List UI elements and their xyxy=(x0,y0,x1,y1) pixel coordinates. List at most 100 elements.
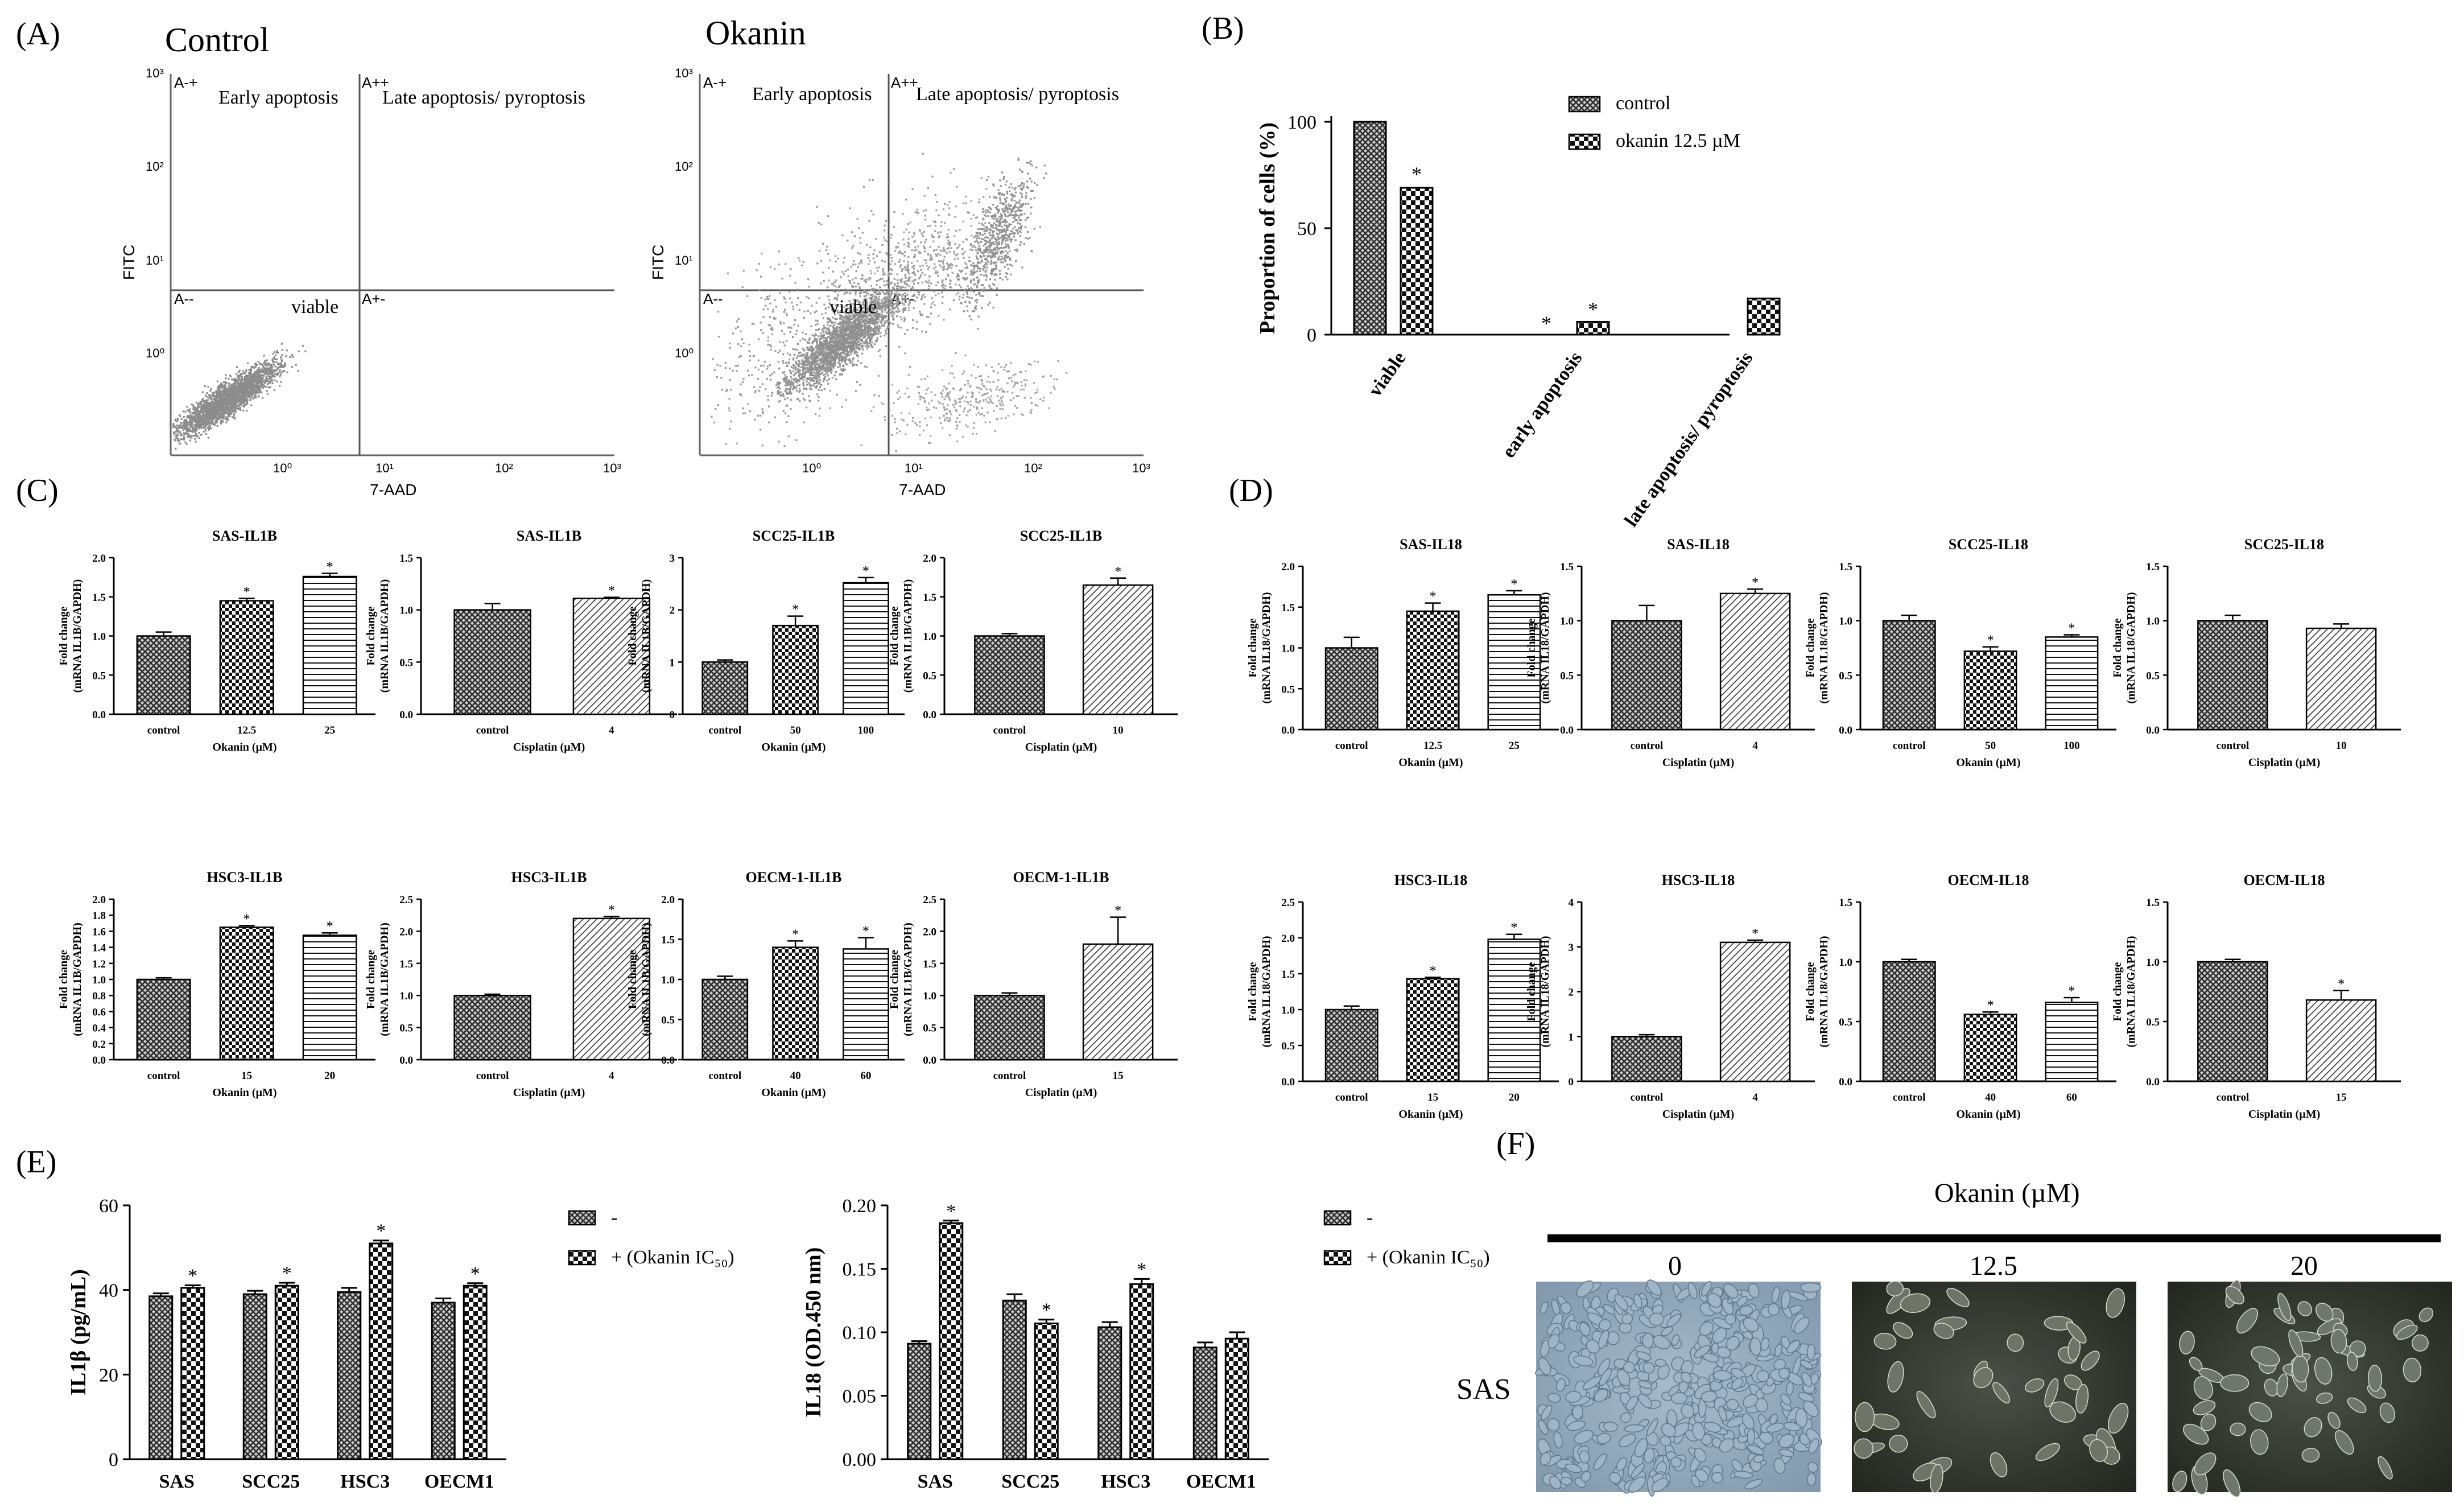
flow-event xyxy=(798,384,800,386)
flow-event xyxy=(846,364,849,366)
flow-event xyxy=(815,378,818,381)
flow-event xyxy=(190,425,193,427)
flow-event xyxy=(868,325,870,327)
flow-event xyxy=(220,393,222,396)
flow-event xyxy=(267,386,270,389)
flow-event xyxy=(802,382,804,385)
flow-event xyxy=(211,421,213,423)
flow-event xyxy=(777,390,779,393)
flow-event xyxy=(250,393,252,396)
flow-event xyxy=(798,388,800,390)
flow-event xyxy=(273,371,275,373)
flow-event xyxy=(207,405,209,407)
flow-event xyxy=(808,342,810,344)
flow-event xyxy=(864,341,867,344)
flow-event xyxy=(811,360,814,362)
flow-event xyxy=(826,365,828,368)
flow-event xyxy=(748,343,750,346)
flow-event xyxy=(238,403,240,406)
flow-event xyxy=(820,335,822,337)
flow-event xyxy=(282,370,284,372)
flow-event xyxy=(875,317,877,319)
y-tick: 10⁰ xyxy=(146,346,164,360)
flow-event xyxy=(185,422,187,425)
flow-event xyxy=(839,323,841,325)
flow-event xyxy=(805,333,807,335)
flow-event xyxy=(201,418,203,421)
flow-event xyxy=(855,315,857,317)
flow-event xyxy=(806,352,808,355)
flow-event xyxy=(187,409,189,411)
flow-event xyxy=(250,382,253,385)
flow-event xyxy=(853,322,855,324)
flow-event xyxy=(769,364,771,367)
flow-event xyxy=(888,293,890,295)
flow-event xyxy=(249,396,251,398)
flow-event xyxy=(838,357,841,359)
flow-event xyxy=(822,336,824,339)
flow-event xyxy=(888,311,890,314)
flow-event xyxy=(889,322,892,324)
flow-event xyxy=(189,419,191,421)
flow-event xyxy=(829,353,832,356)
flow-event xyxy=(844,316,846,319)
flow-event xyxy=(794,373,796,375)
flow-event xyxy=(181,427,184,429)
flow-event xyxy=(861,340,863,342)
flow-event xyxy=(257,360,259,363)
flow-event xyxy=(832,332,835,335)
flow-event xyxy=(848,354,851,357)
flow-event xyxy=(909,301,911,303)
flow-event xyxy=(841,341,843,344)
flow-event xyxy=(871,310,873,312)
flow-event xyxy=(808,364,811,367)
flow-event xyxy=(789,383,791,385)
flow-event xyxy=(804,376,806,378)
flow-event xyxy=(215,402,217,404)
flow-event xyxy=(211,402,213,404)
flow-event xyxy=(280,358,283,360)
flow-event xyxy=(893,304,895,306)
flow-event xyxy=(275,354,277,356)
flow-event xyxy=(191,403,193,406)
flow-event xyxy=(241,373,243,375)
flow-event xyxy=(822,380,824,382)
flow-event xyxy=(229,406,232,408)
flow-event xyxy=(847,328,849,330)
flow-event xyxy=(831,369,833,372)
flow-event xyxy=(802,362,804,364)
flow-event xyxy=(879,286,881,289)
flow-event xyxy=(220,422,222,425)
flow-event xyxy=(234,392,236,394)
flow-event xyxy=(857,331,859,333)
flow-event xyxy=(789,353,791,356)
flow-event xyxy=(939,249,942,252)
flow-event xyxy=(252,384,254,386)
flow-event xyxy=(271,379,274,381)
flow-event xyxy=(840,359,842,361)
flow-event xyxy=(831,345,833,348)
flow-event xyxy=(760,414,762,417)
flow-event xyxy=(786,388,789,390)
flow-event xyxy=(225,389,228,392)
flow-event xyxy=(242,384,245,386)
flow-event xyxy=(771,392,774,394)
flow-event xyxy=(836,342,839,345)
flow-event xyxy=(885,307,888,309)
flow-event xyxy=(227,394,229,397)
flow-event xyxy=(194,413,196,415)
flow-event xyxy=(222,415,224,417)
flow-event xyxy=(778,393,780,395)
flow-event xyxy=(892,286,894,289)
flow-event xyxy=(222,406,224,408)
flow-event xyxy=(272,361,274,364)
flow-event xyxy=(238,396,241,398)
flow-event xyxy=(187,417,190,419)
flow-event xyxy=(839,349,841,351)
flow-event xyxy=(182,410,184,413)
flow-event xyxy=(238,388,241,390)
flow-event xyxy=(868,314,870,316)
flow-event xyxy=(853,315,855,317)
flow-event xyxy=(829,332,831,334)
flow-event xyxy=(254,381,256,383)
